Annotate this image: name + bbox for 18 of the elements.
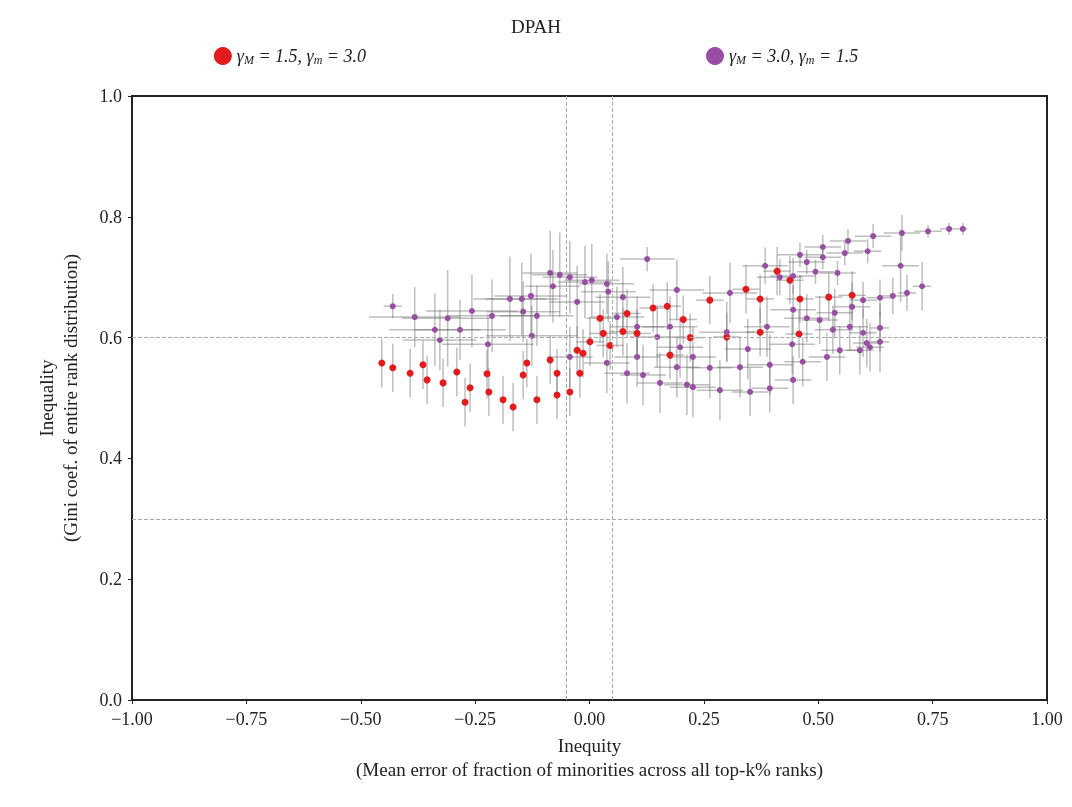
- x-tick-label: −0.25: [454, 709, 496, 729]
- x-axis-title: Inequity (Mean error of fraction of minorities across all top-k% ranks): [356, 734, 823, 781]
- x-tick-label: −0.75: [225, 709, 268, 729]
- y-tick-label: 0.0: [99, 690, 122, 710]
- x-tick-label: 0.00: [573, 709, 606, 729]
- x-tick-label: −0.50: [339, 709, 382, 729]
- x-tick-label: 1.00: [1031, 709, 1063, 729]
- x-tick-label: 0.50: [802, 709, 834, 729]
- x-tick-label: 0.25: [688, 709, 720, 729]
- y-tick-label: 0.2: [99, 569, 122, 590]
- y-axis-title: Inequality (Gini coef. of entire rank distribution): [35, 253, 82, 543]
- y-tick-label: 0.4: [99, 448, 122, 469]
- y-tick-label: 0.6: [99, 327, 122, 348]
- chart-title: DPAH: [511, 16, 562, 37]
- x-tick-label: −1.00: [111, 709, 153, 729]
- x-tick-label: 0.75: [916, 709, 949, 729]
- y-tick-label: 0.8: [99, 206, 122, 227]
- y-tick-label: 1.0: [99, 86, 122, 106]
